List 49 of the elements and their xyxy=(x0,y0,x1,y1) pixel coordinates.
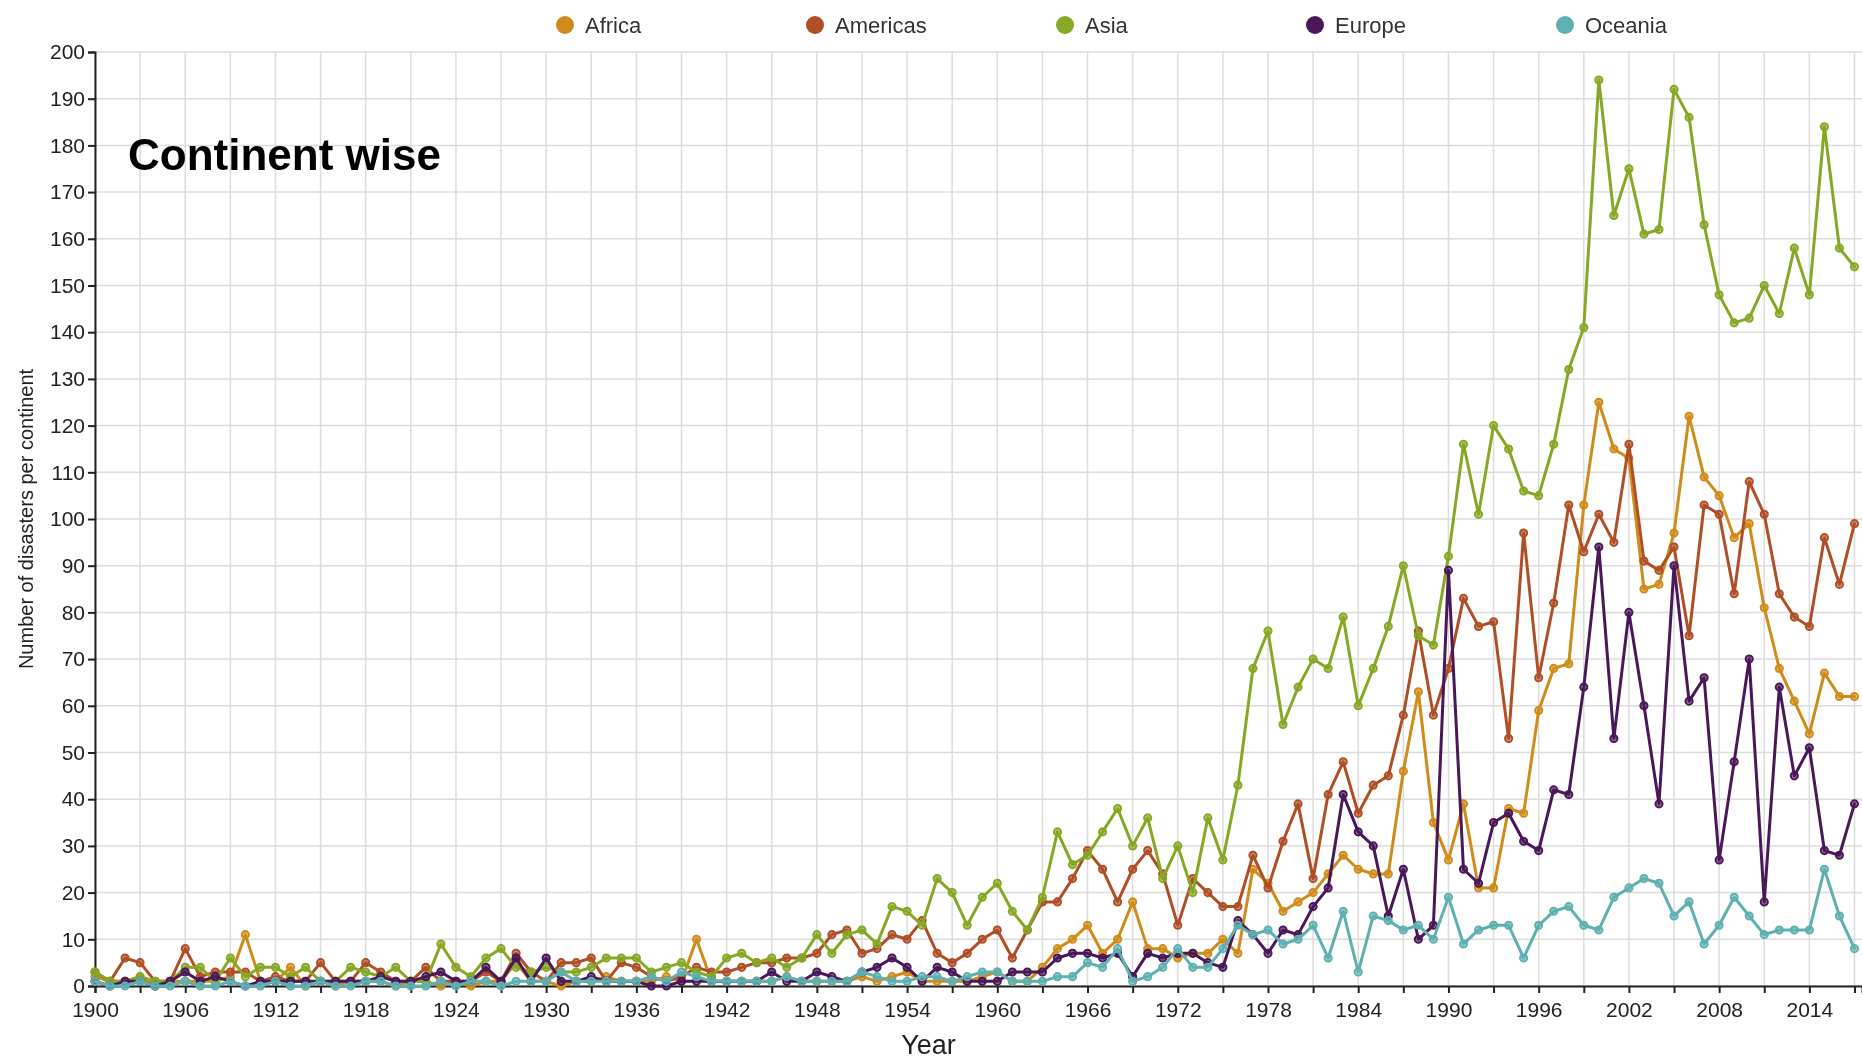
x-tick-label: 1930 xyxy=(523,998,571,1021)
y-tick-label: 50 xyxy=(61,740,85,764)
y-tick-label: 90 xyxy=(61,553,85,577)
y-axis-title: Number of disasters per continent xyxy=(15,368,37,670)
y-tick-label: 80 xyxy=(61,600,85,624)
y-tick-label: 170 xyxy=(49,180,85,204)
y-tick-label: 200 xyxy=(49,40,85,64)
x-tick-label: 1900 xyxy=(72,998,119,1021)
y-tick-label: 130 xyxy=(49,367,85,391)
y-tick-label: 120 xyxy=(49,413,85,437)
x-tick-label: 1960 xyxy=(974,998,1022,1021)
y-tick-label: 150 xyxy=(49,273,85,297)
y-tick-label: 140 xyxy=(49,320,85,344)
y-tick-label: 0 xyxy=(73,974,85,998)
x-tick-label: 1924 xyxy=(433,998,481,1021)
x-tick-label: 2014 xyxy=(1786,998,1834,1021)
x-tick-label: 1954 xyxy=(884,998,932,1021)
legend-label: Oceania xyxy=(1585,13,1668,38)
x-tick-label: 1996 xyxy=(1515,998,1563,1021)
y-tick-label: 160 xyxy=(49,227,85,251)
legend-label: Americas xyxy=(835,13,927,38)
y-tick-label: 60 xyxy=(61,694,85,718)
x-tick-label: 2002 xyxy=(1606,998,1653,1021)
x-tick-label: 1990 xyxy=(1425,998,1473,1021)
y-tick-label: 40 xyxy=(61,787,85,811)
y-tick-label: 10 xyxy=(61,927,85,951)
x-tick-label: 1948 xyxy=(793,998,841,1021)
x-tick-label: 1978 xyxy=(1245,998,1292,1021)
x-tick-label: 1942 xyxy=(703,998,751,1021)
legend-label: Africa xyxy=(585,13,642,38)
x-tick-label: 1906 xyxy=(162,998,210,1021)
y-tick-label: 190 xyxy=(49,86,85,110)
y-tick-label: 30 xyxy=(61,834,85,858)
x-tick-label: 1972 xyxy=(1154,998,1202,1021)
legend-label: Europe xyxy=(1335,13,1406,38)
legend-label: Asia xyxy=(1085,13,1129,38)
x-tick-label: 1966 xyxy=(1064,998,1112,1021)
y-tick-label: 110 xyxy=(51,460,85,484)
x-tick-label: 1918 xyxy=(342,998,390,1021)
x-tick-label: 1912 xyxy=(252,998,300,1021)
y-tick-label: 100 xyxy=(49,507,85,531)
y-tick-label: 70 xyxy=(61,647,85,671)
x-tick-label: 1936 xyxy=(613,998,661,1021)
y-tick-label: 180 xyxy=(49,133,85,157)
x-tick-label: 1984 xyxy=(1335,998,1383,1021)
text: Continent wise xyxy=(128,130,441,179)
y-tick-label: 20 xyxy=(61,880,85,904)
x-axis-title: Year xyxy=(901,1030,956,1059)
x-tick-label: 2008 xyxy=(1696,998,1743,1021)
